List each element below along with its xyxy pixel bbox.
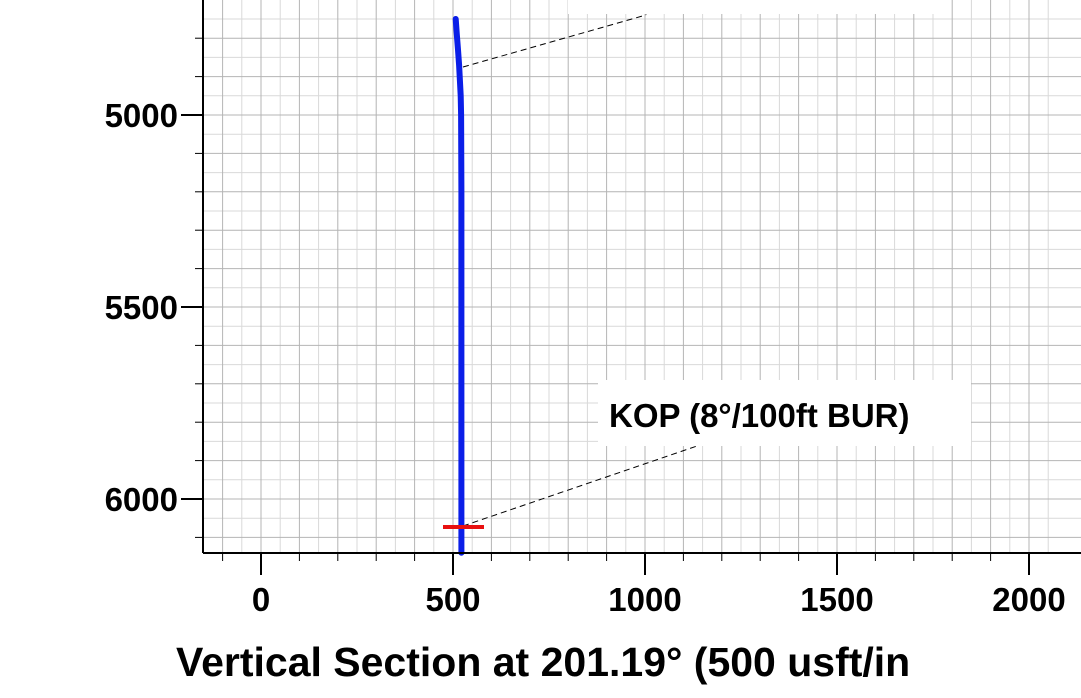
annotation-kop-label: KOP (8°/100ft BUR) bbox=[609, 397, 909, 434]
series-line-0 bbox=[452, 16, 465, 556]
x-axis-title: Vertical Section at 201.19° (500 usft/in bbox=[176, 639, 910, 685]
x-tick-label: 500 bbox=[425, 581, 480, 618]
y-tick-label: 5000 bbox=[105, 97, 178, 134]
x-tick-label: 1000 bbox=[608, 581, 681, 618]
leader-line-kop bbox=[462, 445, 698, 527]
grid-minor bbox=[203, 0, 1081, 553]
x-tick-label: 1500 bbox=[800, 581, 873, 618]
x-tick-label: 0 bbox=[252, 581, 270, 618]
grid-major bbox=[203, 0, 1081, 553]
annotation-box-upper bbox=[568, 0, 940, 14]
y-tick-label: 5500 bbox=[105, 289, 178, 326]
x-tick-label: 2000 bbox=[992, 581, 1065, 618]
annotation-box-kop bbox=[598, 380, 971, 446]
y-tick-label: 6000 bbox=[105, 481, 178, 518]
series-layer bbox=[452, 16, 465, 556]
annotation-leaders bbox=[462, 0, 698, 527]
leader-line-upper bbox=[462, 14, 647, 68]
tick-labels: 5000 5500 6000 0 500 1000 1500 2000 bbox=[105, 97, 1066, 618]
axes bbox=[181, 0, 1081, 575]
